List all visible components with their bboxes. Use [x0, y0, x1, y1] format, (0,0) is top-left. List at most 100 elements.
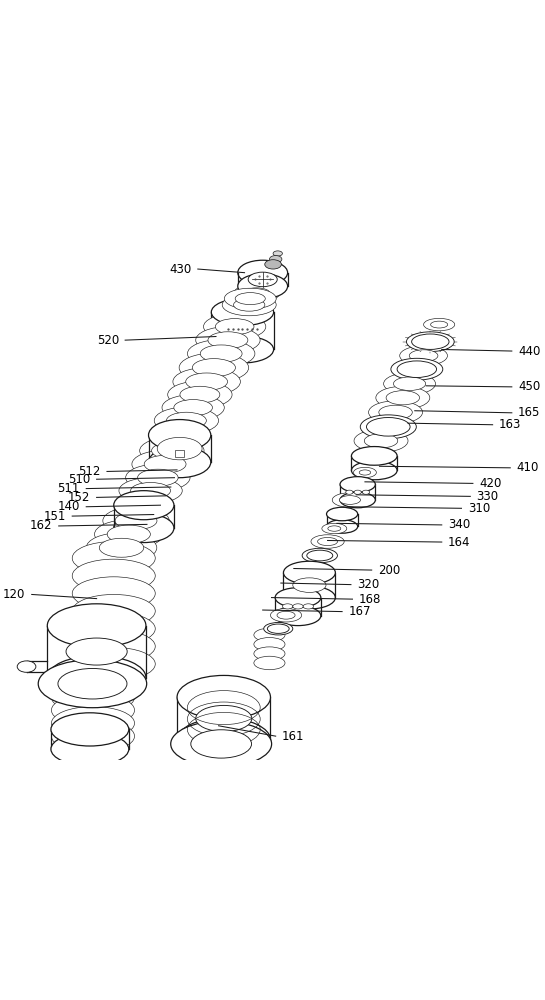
- Ellipse shape: [180, 386, 220, 403]
- Text: 168: 168: [359, 593, 381, 606]
- Ellipse shape: [72, 647, 155, 681]
- Ellipse shape: [103, 507, 169, 535]
- Ellipse shape: [162, 395, 225, 421]
- Text: 511: 511: [58, 482, 80, 495]
- Ellipse shape: [275, 588, 321, 607]
- Text: 310: 310: [468, 502, 490, 515]
- Text: 340: 340: [448, 518, 470, 531]
- Ellipse shape: [154, 407, 219, 434]
- Ellipse shape: [423, 318, 455, 331]
- Ellipse shape: [126, 464, 190, 491]
- Ellipse shape: [352, 461, 397, 480]
- Ellipse shape: [409, 350, 438, 362]
- Ellipse shape: [51, 707, 135, 740]
- Ellipse shape: [318, 537, 337, 546]
- Ellipse shape: [137, 469, 178, 486]
- Ellipse shape: [391, 358, 443, 380]
- Ellipse shape: [254, 656, 285, 670]
- Text: 330: 330: [476, 490, 499, 503]
- Ellipse shape: [269, 256, 282, 263]
- Ellipse shape: [340, 496, 360, 504]
- Ellipse shape: [72, 542, 155, 575]
- Text: 420: 420: [479, 477, 501, 490]
- Ellipse shape: [51, 681, 135, 714]
- Ellipse shape: [340, 477, 376, 492]
- Ellipse shape: [173, 368, 240, 396]
- Ellipse shape: [203, 314, 266, 340]
- Ellipse shape: [72, 577, 155, 610]
- Ellipse shape: [311, 535, 344, 548]
- Ellipse shape: [72, 594, 155, 628]
- Ellipse shape: [140, 437, 204, 464]
- Ellipse shape: [268, 624, 289, 633]
- Ellipse shape: [282, 604, 293, 609]
- Ellipse shape: [152, 442, 192, 459]
- Ellipse shape: [144, 455, 186, 473]
- Text: 520: 520: [96, 334, 119, 347]
- Ellipse shape: [362, 490, 370, 494]
- Ellipse shape: [66, 638, 127, 665]
- Ellipse shape: [379, 405, 413, 419]
- Text: 440: 440: [518, 345, 541, 358]
- Ellipse shape: [196, 327, 260, 354]
- Ellipse shape: [431, 321, 448, 328]
- Ellipse shape: [328, 526, 341, 531]
- Text: 510: 510: [68, 473, 90, 486]
- Ellipse shape: [326, 520, 358, 533]
- Ellipse shape: [86, 533, 157, 563]
- Ellipse shape: [191, 730, 252, 758]
- Ellipse shape: [168, 381, 232, 408]
- Ellipse shape: [326, 507, 358, 521]
- Text: 163: 163: [499, 418, 521, 431]
- Ellipse shape: [51, 733, 129, 766]
- Ellipse shape: [366, 418, 410, 436]
- Ellipse shape: [360, 415, 416, 439]
- Text: 152: 152: [68, 491, 90, 504]
- Ellipse shape: [192, 359, 235, 377]
- Ellipse shape: [411, 334, 449, 349]
- Ellipse shape: [171, 721, 271, 767]
- Ellipse shape: [302, 548, 337, 563]
- Ellipse shape: [72, 559, 155, 592]
- FancyBboxPatch shape: [175, 450, 184, 457]
- Ellipse shape: [386, 391, 420, 405]
- Text: 140: 140: [58, 500, 80, 513]
- Ellipse shape: [196, 705, 252, 732]
- Ellipse shape: [322, 523, 347, 534]
- Ellipse shape: [234, 284, 279, 303]
- Text: 162: 162: [30, 519, 52, 532]
- Ellipse shape: [107, 525, 150, 543]
- Ellipse shape: [51, 713, 129, 746]
- Ellipse shape: [38, 660, 147, 708]
- Ellipse shape: [114, 513, 174, 543]
- Ellipse shape: [254, 647, 285, 660]
- Ellipse shape: [354, 429, 408, 452]
- Ellipse shape: [235, 293, 265, 305]
- Ellipse shape: [238, 260, 288, 285]
- Ellipse shape: [177, 718, 270, 762]
- Ellipse shape: [293, 604, 303, 609]
- Ellipse shape: [132, 450, 198, 478]
- Text: 120: 120: [3, 588, 26, 601]
- Text: 161: 161: [282, 730, 305, 743]
- Ellipse shape: [277, 611, 295, 619]
- Text: 430: 430: [169, 263, 192, 276]
- Ellipse shape: [114, 491, 174, 520]
- Ellipse shape: [359, 470, 371, 475]
- Text: 450: 450: [518, 380, 540, 393]
- Ellipse shape: [397, 361, 437, 377]
- Ellipse shape: [376, 386, 430, 409]
- Ellipse shape: [332, 493, 367, 507]
- Ellipse shape: [72, 630, 155, 663]
- Ellipse shape: [346, 490, 353, 494]
- Ellipse shape: [273, 251, 282, 256]
- Ellipse shape: [364, 434, 398, 448]
- Ellipse shape: [58, 668, 127, 699]
- Ellipse shape: [393, 377, 426, 390]
- Ellipse shape: [254, 628, 285, 642]
- Text: 320: 320: [357, 578, 379, 591]
- Ellipse shape: [222, 294, 276, 316]
- Ellipse shape: [283, 561, 335, 584]
- Ellipse shape: [264, 622, 293, 635]
- Ellipse shape: [293, 578, 326, 592]
